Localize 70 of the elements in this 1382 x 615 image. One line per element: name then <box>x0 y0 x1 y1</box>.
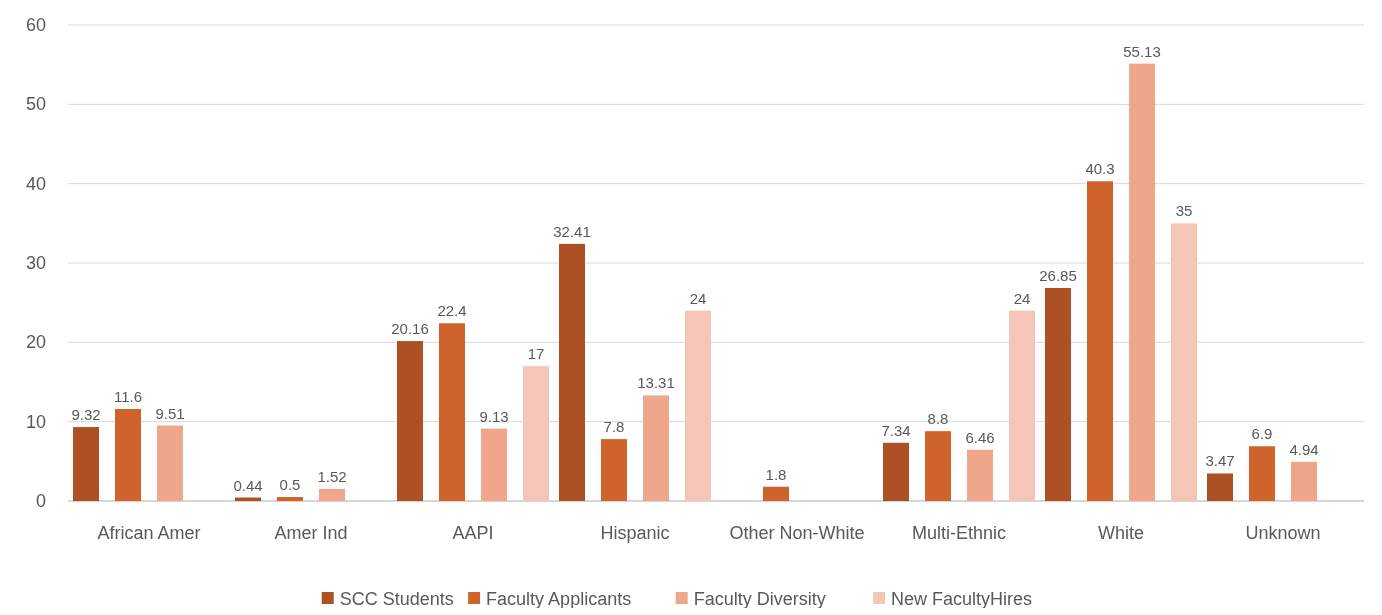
x-tick-label: White <box>1097 523 1145 543</box>
bar <box>601 439 627 501</box>
bar <box>883 442 909 501</box>
bar <box>277 497 303 501</box>
data-label: 1.8 <box>765 465 787 483</box>
x-tick-label: AAPI <box>452 523 494 543</box>
bar <box>967 449 993 501</box>
x-tick-label: Multi-Ethnic <box>911 523 1007 543</box>
y-tick-label: 40 <box>25 173 46 194</box>
x-tick-label: African Amer <box>97 523 201 543</box>
bar <box>397 341 423 501</box>
bar <box>157 425 183 501</box>
data-label: 13.31 <box>637 374 675 392</box>
bar <box>523 366 549 501</box>
bar <box>1129 63 1155 501</box>
legend-label: New FacultyHires <box>891 589 1033 609</box>
data-label: 40.3 <box>1085 160 1115 178</box>
data-label: 8.8 <box>927 410 949 428</box>
bar <box>1009 310 1035 501</box>
data-label: 3.47 <box>1205 452 1235 470</box>
data-label: 7.34 <box>881 421 911 439</box>
bar <box>481 428 507 501</box>
y-tick-label: 30 <box>25 253 46 273</box>
bar <box>115 408 141 501</box>
data-label: 0.44 <box>233 476 263 494</box>
bar <box>1087 181 1113 501</box>
data-label: 11.6 <box>113 387 143 405</box>
x-tick-label: Hispanic <box>600 523 670 543</box>
x-tick-label: Unknown <box>1245 523 1321 543</box>
y-tick-label: 50 <box>25 94 46 115</box>
data-label: 35 <box>1175 202 1193 220</box>
bar <box>559 243 585 501</box>
data-label: 9.13 <box>479 407 509 425</box>
data-label: 20.16 <box>391 320 429 338</box>
bar <box>685 310 711 501</box>
legend-label: SCC Students <box>339 589 454 609</box>
bar <box>1207 473 1233 501</box>
data-label: 24 <box>1013 289 1031 307</box>
legend-label: Faculty Applicants <box>486 589 632 609</box>
data-label: 9.32 <box>71 406 101 424</box>
data-label: 6.9 <box>1251 425 1273 443</box>
data-label: 55.13 <box>1123 42 1161 60</box>
y-tick-label: 20 <box>25 332 46 353</box>
data-label: 24 <box>689 289 707 307</box>
x-tick-label: Other Non-White <box>729 523 865 543</box>
data-label: 17 <box>527 345 545 363</box>
y-tick-label: 0 <box>35 491 46 511</box>
bar <box>1291 461 1317 501</box>
data-label: 9.51 <box>155 404 185 422</box>
y-tick-label: 60 <box>25 15 46 35</box>
bar <box>1045 287 1071 501</box>
x-tick-label: Amer Ind <box>274 523 348 543</box>
data-label: 4.94 <box>1289 440 1319 458</box>
bar <box>1249 446 1275 501</box>
data-label: 22.4 <box>437 302 467 320</box>
bar <box>763 486 789 501</box>
data-label: 32.41 <box>553 222 591 240</box>
y-tick-label: 10 <box>25 411 46 432</box>
data-label: 26.85 <box>1039 266 1077 284</box>
bar <box>1171 223 1197 501</box>
bar <box>439 323 465 501</box>
legend-label: Faculty Diversity <box>693 589 826 609</box>
bar <box>643 395 669 501</box>
data-label: 0.5 <box>279 476 301 494</box>
bar <box>319 488 345 501</box>
bar <box>925 431 951 501</box>
data-label: 7.8 <box>603 418 625 436</box>
bar <box>73 427 99 501</box>
data-label: 1.52 <box>317 467 347 485</box>
data-label: 6.46 <box>965 428 995 446</box>
